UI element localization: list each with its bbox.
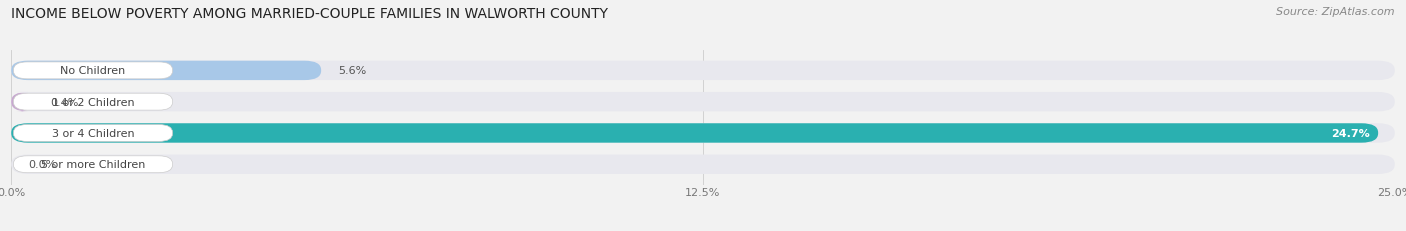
Text: 0.4%: 0.4% xyxy=(51,97,79,107)
Text: 5 or more Children: 5 or more Children xyxy=(41,160,145,170)
Text: No Children: No Children xyxy=(60,66,125,76)
Text: 1 or 2 Children: 1 or 2 Children xyxy=(52,97,135,107)
FancyBboxPatch shape xyxy=(11,61,321,81)
FancyBboxPatch shape xyxy=(11,124,1378,143)
Text: Source: ZipAtlas.com: Source: ZipAtlas.com xyxy=(1277,7,1395,17)
Text: 0.0%: 0.0% xyxy=(28,160,56,170)
FancyBboxPatch shape xyxy=(11,155,1395,174)
Text: INCOME BELOW POVERTY AMONG MARRIED-COUPLE FAMILIES IN WALWORTH COUNTY: INCOME BELOW POVERTY AMONG MARRIED-COUPL… xyxy=(11,7,609,21)
FancyBboxPatch shape xyxy=(11,124,1395,143)
FancyBboxPatch shape xyxy=(11,93,1395,112)
Text: 3 or 4 Children: 3 or 4 Children xyxy=(52,128,135,138)
FancyBboxPatch shape xyxy=(11,93,34,112)
FancyBboxPatch shape xyxy=(11,61,1395,81)
Text: 5.6%: 5.6% xyxy=(337,66,366,76)
FancyBboxPatch shape xyxy=(14,63,173,79)
FancyBboxPatch shape xyxy=(14,94,173,111)
FancyBboxPatch shape xyxy=(14,125,173,142)
Text: 24.7%: 24.7% xyxy=(1331,128,1369,138)
FancyBboxPatch shape xyxy=(14,156,173,173)
